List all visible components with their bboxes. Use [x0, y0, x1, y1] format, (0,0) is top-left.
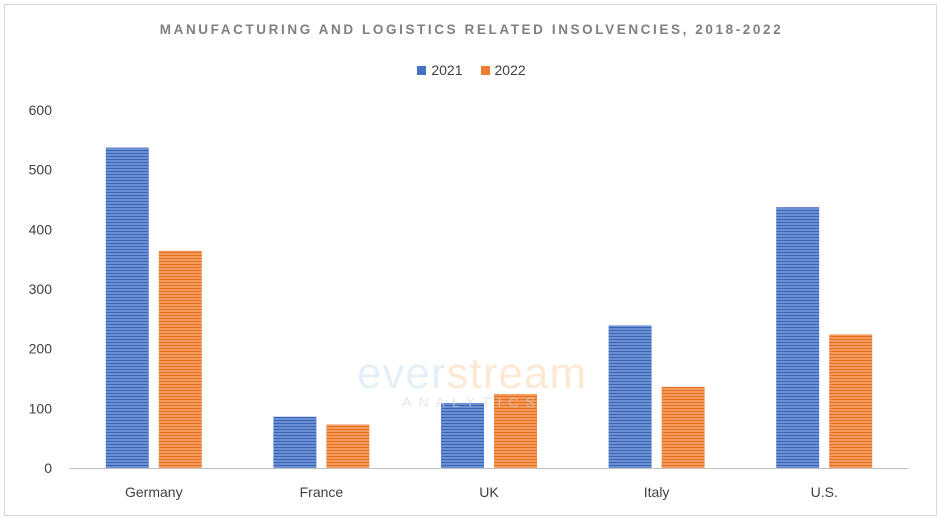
x-tick-label-germany: Germany — [125, 484, 183, 500]
y-tick-label-200: 200 — [29, 341, 53, 357]
bar-france-2021 — [273, 416, 317, 468]
y-tick-label-300: 300 — [29, 281, 53, 297]
bars — [105, 147, 873, 469]
y-tick-label-100: 100 — [29, 400, 53, 416]
y-axis: 0 100 200 300 400 500 600 — [29, 102, 53, 476]
bar-uk-2021 — [441, 402, 484, 468]
x-tick-label-us: U.S. — [811, 484, 838, 500]
bar-france-2022 — [326, 424, 370, 468]
bar-us-2021 — [776, 207, 820, 469]
y-tick-label-600: 600 — [29, 102, 53, 118]
y-tick-label-500: 500 — [29, 162, 53, 178]
chart-legend: 2021 2022 — [0, 62, 943, 78]
legend-label-2022: 2022 — [494, 62, 526, 78]
legend-item-2022: 2022 — [480, 62, 526, 78]
bar-uk-2022 — [494, 394, 537, 468]
y-tick-label-400: 400 — [29, 221, 53, 237]
x-tick-label-italy: Italy — [644, 484, 670, 500]
bar-us-2022 — [829, 334, 873, 468]
legend-swatch-2022 — [480, 65, 490, 75]
legend-item-2021: 2021 — [417, 62, 463, 78]
legend-swatch-2021 — [417, 65, 427, 75]
bar-germany-2021 — [105, 147, 149, 468]
chart-title: MANUFACTURING AND LOGISTICS RELATED INSO… — [159, 22, 784, 37]
bar-italy-2022 — [661, 386, 705, 468]
legend-label-2021: 2021 — [431, 62, 463, 78]
bar-italy-2021 — [608, 325, 652, 468]
x-tick-label-france: France — [300, 484, 344, 500]
x-axis: Germany France UK Italy U.S. — [125, 484, 838, 500]
x-tick-label-uk: UK — [479, 484, 499, 500]
y-tick-label-0: 0 — [44, 460, 52, 476]
bar-germany-2022 — [158, 250, 202, 468]
